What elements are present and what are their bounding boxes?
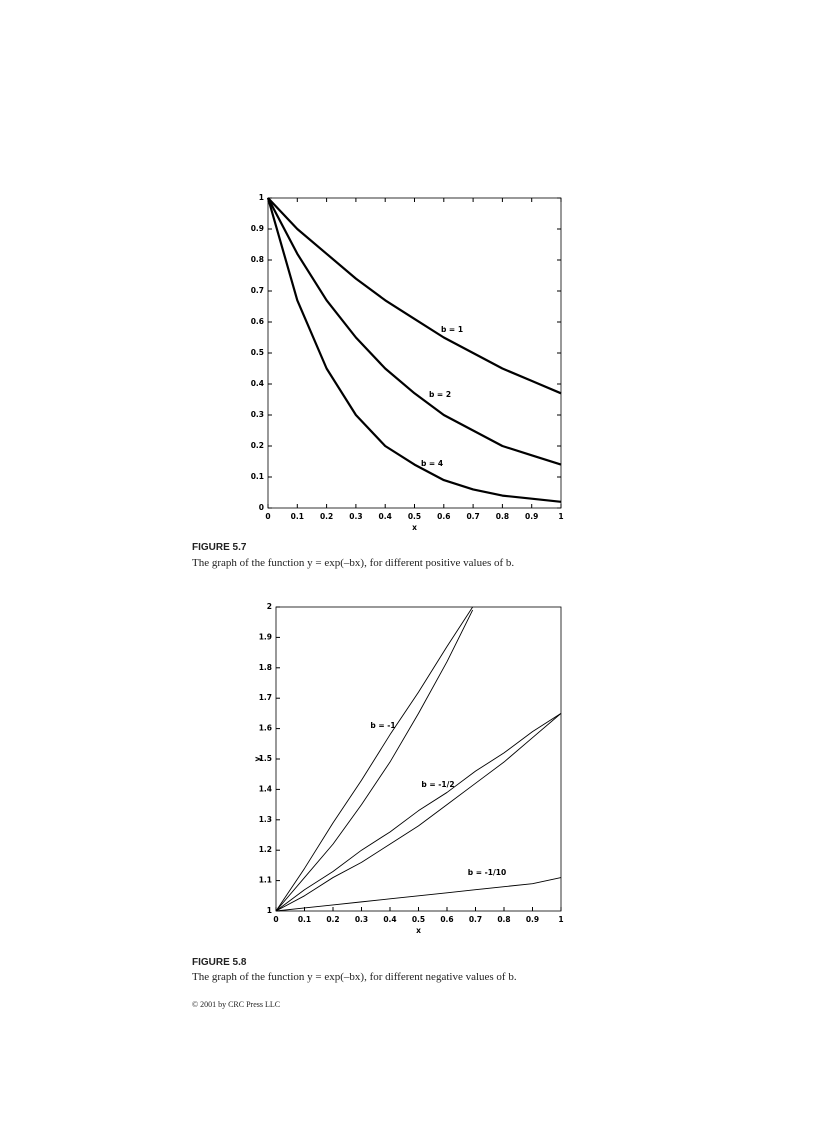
y-tick-label: 1.4 xyxy=(259,784,272,793)
y-tick-label: 2 xyxy=(267,602,272,611)
x-tick-label: 0.4 xyxy=(383,915,396,924)
y-tick-label: 1.6 xyxy=(259,724,272,733)
curve-annotation: b = -1/10 xyxy=(468,868,506,877)
x-tick-label: 0.3 xyxy=(349,512,362,521)
y-tick-label: 1.2 xyxy=(259,845,272,854)
curve xyxy=(275,606,474,912)
x-tick-label: 0.4 xyxy=(379,512,392,521)
x-tick-label: 0.2 xyxy=(320,512,333,521)
y-tick-label: 1.1 xyxy=(259,876,272,885)
y-tick-label: 0.6 xyxy=(251,317,264,326)
y-tick-label: 0.1 xyxy=(251,472,264,481)
x-tick-label: 0.9 xyxy=(525,512,538,521)
plot-frame xyxy=(267,197,562,509)
curve-annotation: b = 2 xyxy=(429,390,451,399)
curve xyxy=(275,609,474,912)
x-tick-label: 0.8 xyxy=(496,512,509,521)
y-tick-label: 0.7 xyxy=(251,286,264,295)
curve-annotation: b = 1 xyxy=(441,325,463,334)
x-tick-label: 0 xyxy=(265,512,270,521)
x-tick-label: 0 xyxy=(273,915,278,924)
y-tick-label: 1.3 xyxy=(259,815,272,824)
curve xyxy=(266,197,562,503)
footer: © 2001 by CRC Press LLC xyxy=(192,1000,281,1009)
x-tick-label: 0.9 xyxy=(526,915,539,924)
y-tick-label: 0.5 xyxy=(251,348,264,357)
y-tick-label: 1.9 xyxy=(259,632,272,641)
caption-label: FIGURE 5.7 xyxy=(192,542,247,553)
x-tick-label: 1 xyxy=(558,915,563,924)
x-axis-label: x xyxy=(412,523,417,532)
curve xyxy=(275,713,562,912)
x-tick-label: 0.3 xyxy=(355,915,368,924)
y-tick-label: 1.7 xyxy=(259,693,272,702)
x-tick-label: 0.7 xyxy=(469,915,482,924)
plot-frame xyxy=(275,606,562,912)
x-tick-label: 0.5 xyxy=(412,915,425,924)
caption-label: FIGURE 5.8 xyxy=(192,957,247,968)
y-tick-label: 1.8 xyxy=(259,663,272,672)
y-tick-label: 1 xyxy=(259,193,264,202)
x-tick-label: 0.5 xyxy=(408,512,421,521)
y-tick-label: 0.2 xyxy=(251,441,264,450)
x-tick-label: 0.6 xyxy=(440,915,453,924)
y-tick-label: 0.8 xyxy=(251,255,264,264)
x-tick-label: 0.2 xyxy=(326,915,339,924)
x-axis-label: x xyxy=(416,926,421,935)
y-tick-label: 0 xyxy=(259,503,264,512)
y-tick-label: 0.4 xyxy=(251,379,264,388)
y-tick-label: 0.3 xyxy=(251,410,264,419)
x-tick-label: 0.6 xyxy=(437,512,450,521)
caption-text: The graph of the function y = exp(–bx), … xyxy=(192,971,517,983)
x-tick-label: 0.7 xyxy=(466,512,479,521)
y-tick-label: 0.9 xyxy=(251,224,264,233)
y-axis-label: y xyxy=(253,756,262,761)
curve xyxy=(267,197,562,395)
x-tick-label: 0.1 xyxy=(298,915,311,924)
curve-annotation: b = -1 xyxy=(370,721,395,730)
curve-annotation: b = -1/2 xyxy=(421,780,454,789)
curve xyxy=(275,877,562,912)
x-tick-label: 1 xyxy=(558,512,563,521)
caption-text: The graph of the function y = exp(–bx), … xyxy=(192,557,515,569)
y-tick-label: 1.5 xyxy=(259,754,272,763)
x-tick-label: 0.8 xyxy=(497,915,510,924)
curve xyxy=(275,713,562,912)
curve-annotation: b = 4 xyxy=(421,459,443,468)
curve xyxy=(267,197,562,466)
y-tick-label: 1 xyxy=(267,906,272,915)
x-tick-label: 0.1 xyxy=(291,512,304,521)
